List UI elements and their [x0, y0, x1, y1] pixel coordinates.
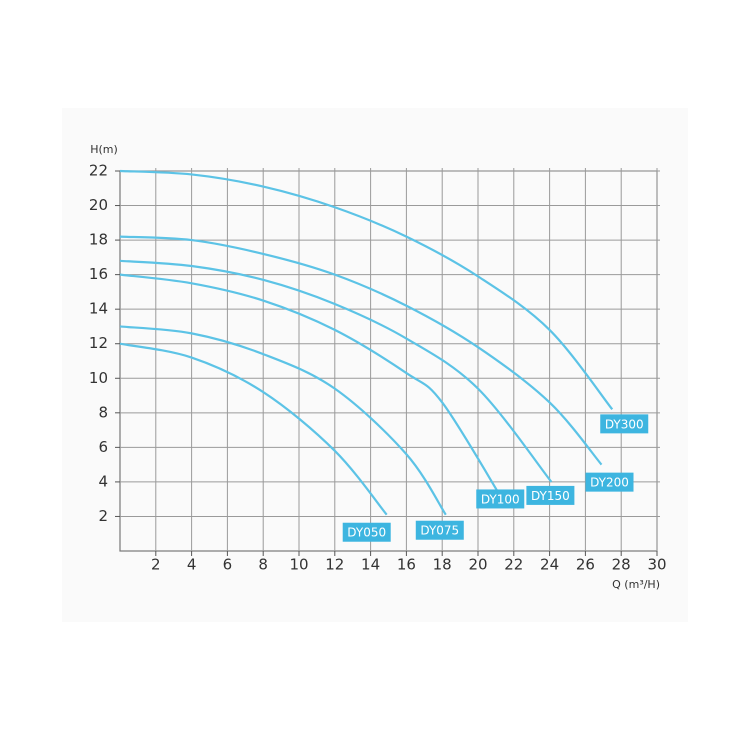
- x-tick-label: 2: [151, 556, 161, 574]
- legend-label: DY075: [420, 524, 459, 538]
- y-tick-label: 8: [98, 403, 108, 421]
- legend-label: DY050: [347, 526, 386, 540]
- y-tick-label: 10: [89, 369, 108, 387]
- x-tick-label: 22: [504, 556, 523, 574]
- y-tick-label: 6: [98, 438, 108, 456]
- legend-box: [585, 472, 634, 492]
- x-tick-label: 16: [397, 556, 416, 574]
- y-tick-label: 18: [89, 231, 108, 249]
- x-tick-label: 18: [433, 556, 452, 574]
- legend-box: [415, 520, 464, 540]
- legend-box: [476, 489, 525, 509]
- pump-curve: [119, 259, 553, 483]
- pump-curve: [119, 169, 614, 411]
- legend-label: DY100: [481, 492, 520, 506]
- x-tick-label: 26: [576, 556, 595, 574]
- x-axis-label: Q (m³/H): [612, 578, 660, 591]
- x-tick-label: 30: [647, 556, 666, 574]
- legend-label: DY200: [590, 476, 629, 490]
- x-tick-label: 24: [540, 556, 559, 574]
- legend-label: DY150: [531, 489, 570, 503]
- x-tick-label: 28: [612, 556, 631, 574]
- y-tick-label: 22: [89, 162, 108, 180]
- pump-curve: [119, 325, 447, 516]
- pump-curve: [119, 273, 503, 499]
- legend-box: [600, 414, 649, 434]
- x-tick-label: 14: [361, 556, 380, 574]
- y-tick-label: 12: [89, 334, 108, 352]
- x-tick-label: 8: [258, 556, 268, 574]
- y-axis-label: H(m): [90, 143, 118, 156]
- y-tick-label: 16: [89, 265, 108, 283]
- pump-curve: [119, 342, 388, 516]
- legend-label: DY300: [605, 417, 644, 431]
- y-tick-label: 14: [89, 300, 108, 318]
- y-tick-label: 4: [98, 472, 108, 490]
- legend-box: [342, 522, 391, 542]
- x-tick-label: 4: [187, 556, 197, 574]
- x-tick-label: 20: [468, 556, 487, 574]
- y-tick-label: 20: [89, 196, 108, 214]
- x-tick-label: 10: [289, 556, 308, 574]
- pump-curve: [119, 235, 603, 466]
- x-tick-label: 6: [223, 556, 233, 574]
- y-tick-label: 2: [98, 507, 108, 525]
- legend-box: [526, 485, 575, 505]
- x-tick-label: 12: [325, 556, 344, 574]
